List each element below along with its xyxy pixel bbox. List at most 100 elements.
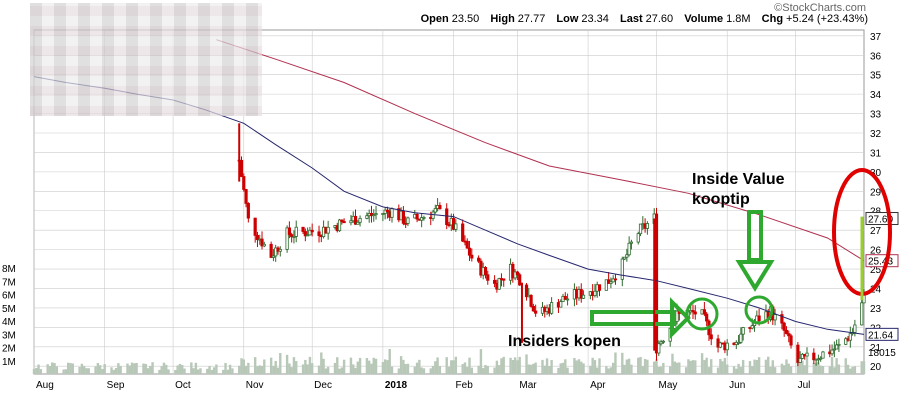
candle-body bbox=[477, 257, 481, 262]
volume-bar bbox=[260, 365, 264, 374]
candle-body bbox=[622, 256, 627, 260]
volume-bar bbox=[415, 362, 419, 374]
volume-bar bbox=[671, 353, 674, 374]
ma-short-tag-box bbox=[865, 327, 899, 341]
price-tick-label: 36 bbox=[870, 51, 882, 62]
candle-body bbox=[597, 284, 602, 291]
volume-bar bbox=[114, 367, 118, 374]
volume-bar bbox=[525, 354, 528, 374]
volume-bar bbox=[310, 363, 314, 374]
volume-bar bbox=[208, 365, 211, 374]
volume-bar bbox=[630, 364, 633, 374]
candle-body bbox=[832, 348, 836, 351]
volume-bar bbox=[69, 363, 72, 374]
candle-body bbox=[780, 314, 784, 324]
candle-body bbox=[274, 247, 278, 257]
volume-bar bbox=[705, 357, 708, 374]
price-tick-label: 32 bbox=[870, 129, 882, 140]
month-label: Nov bbox=[246, 380, 264, 391]
volume-bar bbox=[431, 365, 435, 374]
volume-tick-label: 2M bbox=[2, 344, 16, 355]
volume-bar bbox=[577, 359, 581, 374]
candle-body bbox=[789, 335, 793, 346]
candle-body bbox=[260, 238, 264, 247]
volume-bar bbox=[78, 366, 81, 374]
high-label: High bbox=[490, 13, 515, 25]
volume-bar bbox=[242, 359, 245, 374]
volume-bar bbox=[801, 360, 804, 374]
candle-body bbox=[750, 325, 754, 329]
candle-body bbox=[497, 278, 501, 290]
candle-body bbox=[837, 343, 841, 346]
volume-bar bbox=[609, 367, 613, 374]
candle-body bbox=[246, 203, 250, 219]
chg-value: +5.24 (+23.43%) bbox=[786, 13, 868, 25]
volume-bar bbox=[149, 365, 152, 374]
candle-body bbox=[796, 344, 800, 363]
candle-body bbox=[657, 343, 661, 354]
volume-bar bbox=[238, 365, 241, 374]
candle-body bbox=[303, 231, 307, 237]
volume-bar bbox=[301, 364, 305, 374]
candle-body bbox=[784, 329, 789, 335]
volume-bar bbox=[495, 360, 499, 374]
volume-bar bbox=[819, 365, 822, 374]
month-label: Jul bbox=[798, 380, 811, 391]
volume-bar bbox=[454, 356, 458, 374]
volume-label: Volume bbox=[684, 13, 724, 25]
volume-bar bbox=[625, 359, 629, 374]
volume-bar bbox=[782, 365, 786, 374]
volume-bar bbox=[694, 360, 697, 374]
volume-bar bbox=[94, 366, 97, 374]
volume-bars bbox=[32, 348, 866, 374]
volume-bar bbox=[420, 367, 423, 374]
volume-bar bbox=[67, 362, 70, 374]
month-label: Aug bbox=[36, 380, 54, 391]
volume-bar bbox=[215, 364, 218, 374]
volume-bar bbox=[502, 356, 505, 374]
high-value: 27.77 bbox=[517, 13, 546, 25]
candle-body bbox=[301, 226, 305, 232]
insiders-arrow-head bbox=[670, 297, 691, 339]
volume-bar bbox=[710, 359, 713, 374]
volume-bar bbox=[518, 356, 521, 374]
insiders-annotation: Insiders kopen bbox=[508, 333, 621, 350]
volume-bar bbox=[559, 363, 562, 374]
price-tick-label: 33 bbox=[870, 110, 882, 121]
volume-bar bbox=[306, 364, 309, 374]
volume-bar bbox=[326, 366, 330, 374]
ma-long-line bbox=[216, 39, 865, 262]
candle-body bbox=[659, 341, 663, 345]
highlight-circle-june bbox=[744, 295, 774, 325]
price-tick-label: 24 bbox=[870, 284, 882, 295]
volume-bar bbox=[678, 362, 681, 374]
month-label: 2018 bbox=[385, 380, 408, 391]
volume-bar bbox=[689, 360, 692, 374]
candle-body bbox=[262, 243, 266, 247]
volume-bar bbox=[835, 358, 838, 374]
volume-tick-label: 3M bbox=[2, 330, 16, 341]
volume-bar bbox=[183, 368, 186, 374]
volume-bar bbox=[837, 364, 841, 374]
plot-frame bbox=[33, 29, 865, 375]
month-label: May bbox=[659, 380, 678, 391]
volume-bar bbox=[639, 356, 642, 374]
volume-bar bbox=[165, 364, 168, 374]
volume-bar bbox=[103, 364, 106, 374]
candle-body bbox=[645, 223, 649, 229]
candle-body bbox=[718, 342, 722, 348]
volume-bar bbox=[196, 369, 200, 374]
volume-bar bbox=[192, 368, 195, 374]
volume-bar bbox=[484, 365, 487, 374]
candle-body bbox=[693, 311, 697, 315]
candle-body bbox=[244, 189, 248, 204]
candle-body bbox=[465, 240, 469, 249]
price-tick-label: 29 bbox=[870, 187, 882, 198]
volume-bar bbox=[288, 363, 291, 374]
candle-body bbox=[550, 302, 554, 314]
volume-bar bbox=[48, 366, 52, 374]
volume-bar bbox=[222, 369, 225, 374]
month-label: Mar bbox=[519, 380, 537, 391]
volume-bar bbox=[748, 361, 752, 374]
volume-bar bbox=[224, 362, 227, 374]
